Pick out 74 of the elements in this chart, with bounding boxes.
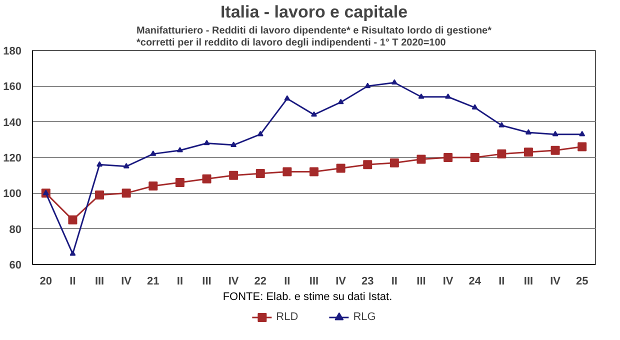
x-tick-label: IV	[121, 276, 132, 288]
point	[363, 160, 372, 170]
x-tick-label: IV	[550, 276, 562, 288]
point	[336, 164, 346, 173]
point	[150, 150, 156, 156]
point	[498, 122, 505, 128]
point	[552, 130, 558, 136]
x-tick-label: III	[524, 276, 534, 288]
x-tick-label: III	[94, 276, 104, 288]
point	[229, 170, 238, 180]
x-tick-label: III	[202, 276, 212, 288]
point	[445, 93, 452, 99]
point	[148, 182, 158, 191]
point	[68, 215, 78, 224]
point	[282, 167, 292, 176]
x-tick-label: II	[391, 276, 398, 288]
point	[256, 169, 265, 178]
point	[524, 148, 533, 157]
x-tick-label: IV	[336, 276, 347, 288]
point	[95, 190, 104, 200]
x-tick-label: III	[309, 276, 319, 288]
point	[550, 146, 560, 155]
x-tick-label: III	[416, 276, 426, 288]
point	[472, 104, 478, 110]
x-tick-label: 23	[362, 276, 374, 288]
x-tick-label: II	[284, 276, 290, 288]
point	[175, 178, 184, 187]
point	[391, 79, 398, 85]
y-tick-label: 180	[3, 46, 22, 58]
chart-subtitle: Manifatturiero - Redditi di lavoro dipendente* e Risultato lordo di gestione* *corretti per il reddito di lavoro degli indipendenti - 1° T 2020=100	[136, 25, 492, 48]
point	[284, 95, 290, 101]
x-tick-label: II	[70, 276, 76, 288]
point	[338, 98, 344, 104]
x-tick-label: II	[498, 276, 505, 288]
point	[176, 146, 183, 152]
point	[470, 153, 480, 162]
point	[579, 130, 586, 136]
source-note: FONTE: Elab. e stime su dati Istat.	[222, 290, 392, 305]
point	[70, 250, 76, 256]
point	[42, 190, 49, 196]
y-tick-label: 140	[3, 116, 22, 129]
point	[497, 149, 506, 158]
x-tick-label: II	[176, 276, 184, 288]
point	[96, 161, 103, 167]
y-tick-label: 160	[3, 81, 22, 94]
x-tick-label: IV	[442, 276, 454, 288]
point	[122, 188, 131, 198]
legend-label: RLG	[353, 311, 376, 323]
y-tick-label: 120	[3, 152, 22, 164]
x-tick-label: 24	[468, 276, 482, 288]
chart-title: Italia - lavoro e capitale	[220, 2, 408, 22]
x-tick-label: 20	[40, 276, 52, 288]
y-tick-label: 100	[3, 188, 22, 200]
point	[364, 82, 371, 88]
y-tick-label: 60	[9, 260, 22, 272]
point	[310, 167, 318, 176]
point	[202, 174, 212, 184]
point	[444, 153, 453, 162]
x-tick-label: 21	[147, 276, 160, 288]
point	[311, 111, 317, 117]
legend-label: RLD	[276, 311, 298, 323]
point	[390, 158, 399, 168]
x-tick-label: 25	[576, 276, 588, 288]
point	[578, 142, 587, 152]
x-tick-label: 22	[254, 276, 267, 288]
x-tick-label: IV	[228, 276, 240, 288]
point	[418, 93, 424, 99]
point	[123, 163, 130, 168]
point	[257, 130, 264, 136]
point	[230, 142, 237, 147]
y-tick-label: 80	[9, 224, 22, 236]
point	[525, 129, 532, 134]
point	[204, 140, 210, 146]
point	[416, 154, 426, 164]
